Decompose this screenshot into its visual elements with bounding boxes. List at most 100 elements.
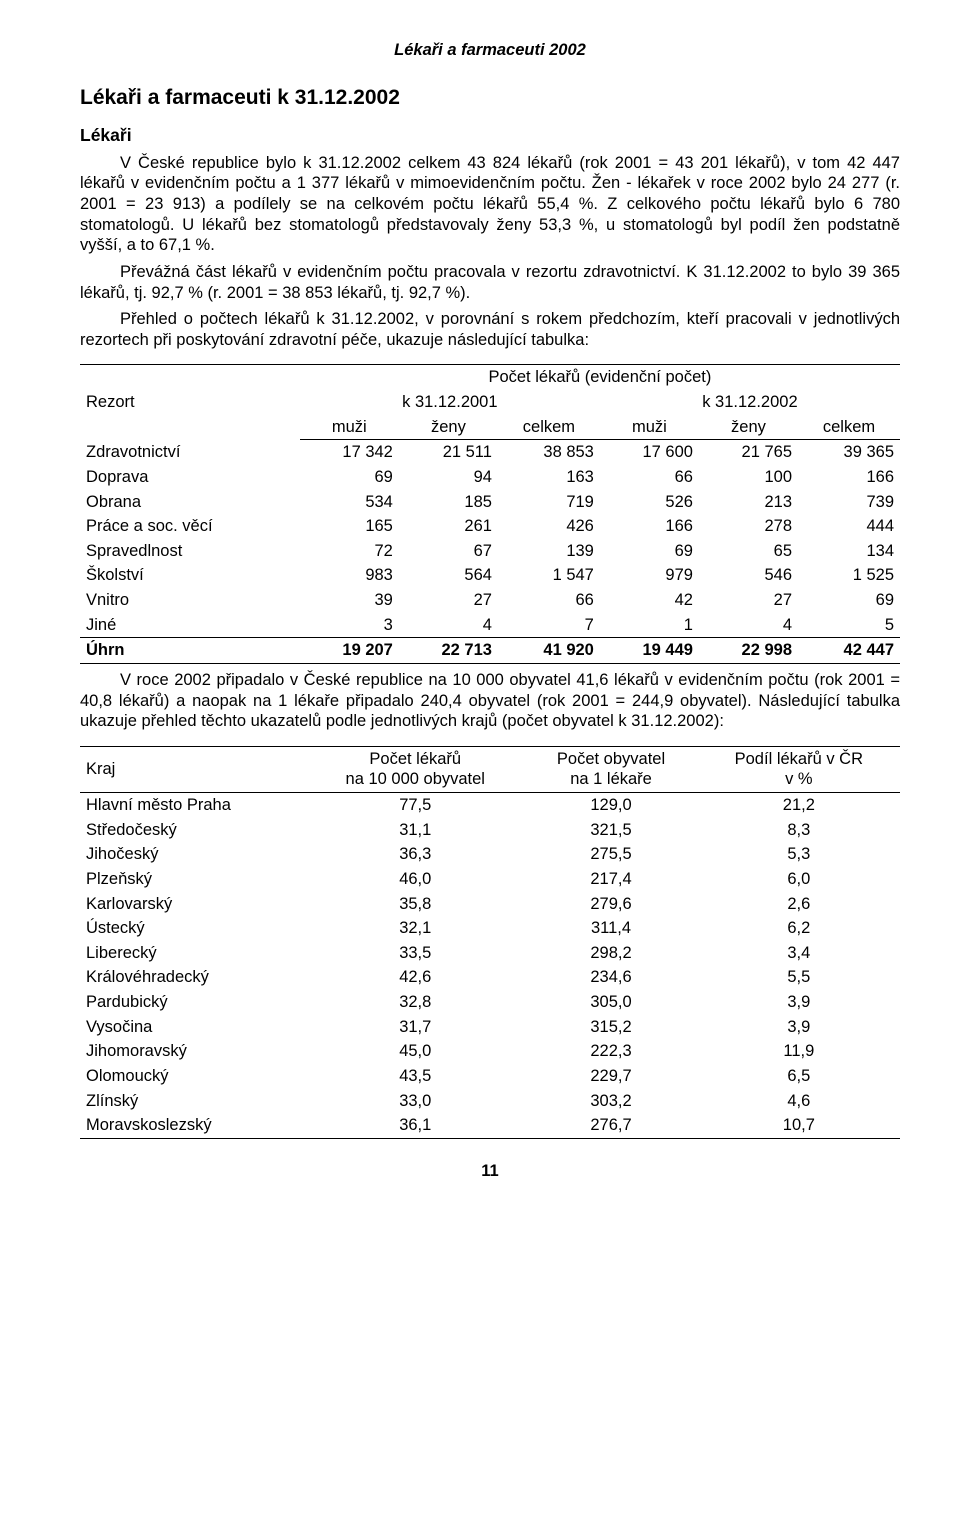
cell: 275,5 [524, 842, 697, 867]
cell: 72 [300, 539, 399, 564]
cell: 41 920 [498, 638, 600, 664]
col-celkem: celkem [498, 415, 600, 440]
paragraph: Převážná část lékařů v evidenčním počtu … [80, 262, 900, 303]
cell: Jihomoravský [80, 1039, 306, 1064]
cell: Moravskoslezský [80, 1113, 306, 1138]
col-zeny: ženy [399, 415, 498, 440]
cell: 21,2 [698, 793, 900, 818]
cell: Obrana [80, 490, 300, 515]
paragraph: Přehled o počtech lékařů k 31.12.2002, v… [80, 309, 900, 350]
table-row: Ústecký32,1311,46,2 [80, 916, 900, 941]
cell: 8,3 [698, 818, 900, 843]
cell: Liberecký [80, 941, 306, 966]
cell: 185 [399, 490, 498, 515]
cell: 303,2 [524, 1089, 697, 1114]
cell: 4 [699, 613, 798, 638]
cell: 564 [399, 563, 498, 588]
page-title: Lékaři a farmaceuti k 31.12.2002 [80, 85, 900, 111]
cell: 21 765 [699, 440, 798, 465]
table-row: Práce a soc. věcí165261426166278444 [80, 514, 900, 539]
cell: Pardubický [80, 990, 306, 1015]
cell: 21 511 [399, 440, 498, 465]
page-number: 11 [80, 1161, 900, 1182]
table-row: Královéhradecký42,6234,65,5 [80, 965, 900, 990]
cell: Školství [80, 563, 300, 588]
table-row: Vysočina31,7315,23,9 [80, 1015, 900, 1040]
table-row: Jihomoravský45,0222,311,9 [80, 1039, 900, 1064]
cell: 11,9 [698, 1039, 900, 1064]
cell: 166 [798, 465, 900, 490]
col-per-10k: Počet lékařůna 10 000 obyvatel [306, 746, 524, 792]
cell: 39 365 [798, 440, 900, 465]
cell: 979 [600, 563, 699, 588]
col-per-doctor: Počet obyvatelna 1 lékaře [524, 746, 697, 792]
cell: 69 [600, 539, 699, 564]
cell: 163 [498, 465, 600, 490]
cell: 6,0 [698, 867, 900, 892]
cell: 6,2 [698, 916, 900, 941]
cell: 38 853 [498, 440, 600, 465]
cell: 45,0 [306, 1039, 524, 1064]
cell: 3,9 [698, 990, 900, 1015]
cell: 166 [600, 514, 699, 539]
cell: 35,8 [306, 892, 524, 917]
cell: 129,0 [524, 793, 697, 818]
cell: 298,2 [524, 941, 697, 966]
table-superheader: Počet lékařů (evidenční počet) [300, 365, 900, 390]
cell: Hlavní město Praha [80, 793, 306, 818]
cell: 305,0 [524, 990, 697, 1015]
cell: 983 [300, 563, 399, 588]
cell: 276,7 [524, 1113, 697, 1138]
cell: 546 [699, 563, 798, 588]
cell: 3 [300, 613, 399, 638]
cell: Zdravotnictví [80, 440, 300, 465]
col-muzi: muži [300, 415, 399, 440]
table-row: Moravskoslezský36,1276,710,7 [80, 1113, 900, 1138]
cell: 3,4 [698, 941, 900, 966]
col-muzi: muži [600, 415, 699, 440]
cell: 321,5 [524, 818, 697, 843]
table-row: Doprava699416366100166 [80, 465, 900, 490]
cell: 43,5 [306, 1064, 524, 1089]
cell: 42,6 [306, 965, 524, 990]
cell: 261 [399, 514, 498, 539]
table-row: Zlínský33,0303,24,6 [80, 1089, 900, 1114]
cell: 2,6 [698, 892, 900, 917]
doctors-by-resort-table: Rezort Počet lékařů (evidenční počet) k … [80, 364, 900, 664]
cell: 1 525 [798, 563, 900, 588]
cell: 33,5 [306, 941, 524, 966]
cell: 32,1 [306, 916, 524, 941]
cell: Doprava [80, 465, 300, 490]
col-year-2002: k 31.12.2002 [600, 390, 900, 415]
col-celkem: celkem [798, 415, 900, 440]
cell: 33,0 [306, 1089, 524, 1114]
cell: 36,1 [306, 1113, 524, 1138]
table-row: Karlovarský35,8279,62,6 [80, 892, 900, 917]
cell: 4,6 [698, 1089, 900, 1114]
cell: 69 [798, 588, 900, 613]
cell: 17 600 [600, 440, 699, 465]
table-row: Jihočeský36,3275,55,3 [80, 842, 900, 867]
cell: 42 [600, 588, 699, 613]
table-row: Obrana534185719526213739 [80, 490, 900, 515]
cell: Středočeský [80, 818, 306, 843]
cell: 31,7 [306, 1015, 524, 1040]
table-row: Středočeský31,1321,58,3 [80, 818, 900, 843]
cell: 534 [300, 490, 399, 515]
cell: 32,8 [306, 990, 524, 1015]
cell: 426 [498, 514, 600, 539]
cell: 77,5 [306, 793, 524, 818]
cell: 139 [498, 539, 600, 564]
cell: 1 [600, 613, 699, 638]
cell: Spravedlnost [80, 539, 300, 564]
cell: 739 [798, 490, 900, 515]
cell: 36,3 [306, 842, 524, 867]
cell: 213 [699, 490, 798, 515]
cell: 165 [300, 514, 399, 539]
paragraph: V roce 2002 připadalo v České republice … [80, 670, 900, 732]
cell: 19 207 [300, 638, 399, 664]
cell: 217,4 [524, 867, 697, 892]
table-row: Liberecký33,5298,23,4 [80, 941, 900, 966]
cell: 27 [699, 588, 798, 613]
paragraph: V České republice bylo k 31.12.2002 celk… [80, 153, 900, 256]
